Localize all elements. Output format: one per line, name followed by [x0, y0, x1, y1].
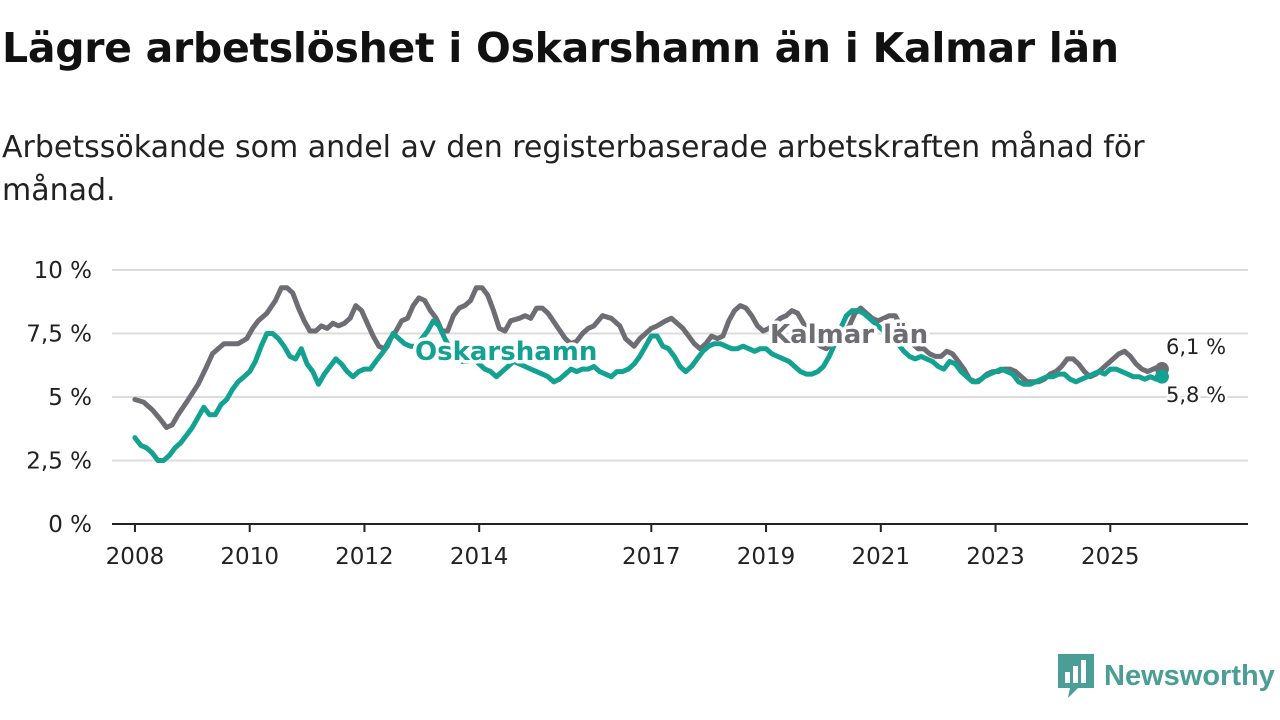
- x-tick-label: 2025: [1081, 544, 1140, 570]
- end-label-kalmar: 6,1 %: [1166, 335, 1226, 359]
- series-labels: Kalmar län Oskarshamn 6,1 % 5,8 %: [412, 317, 1229, 410]
- line-chart: 0 % 2,5 % 5 % 7,5 % 10 % 2008 2010 2012 2014 2017…: [26, 258, 1248, 570]
- x-tick-label: 2014: [450, 544, 509, 570]
- gridlines: [112, 269, 1248, 462]
- x-tick-label: 2017: [622, 544, 681, 570]
- series-label-kalmar: Kalmar län: [770, 320, 928, 350]
- y-tick-label: 5 %: [48, 385, 92, 411]
- x-tick-label: 2019: [737, 544, 796, 570]
- newsworthy-logo: Newsworthy: [1058, 653, 1280, 699]
- y-tick-label: 10 %: [34, 258, 92, 284]
- bar-chart-speech-bubble-icon: [1058, 654, 1094, 698]
- x-tick-label: 2008: [106, 544, 165, 570]
- x-tick-label: 2021: [852, 544, 911, 570]
- y-tick-label: 0 %: [48, 512, 92, 538]
- chart-title: Lägre arbetslöshet i Oskarshamn än i Kal…: [2, 24, 1119, 72]
- axes: 0 % 2,5 % 5 % 7,5 % 10 % 2008 2010 2012 2014 2017…: [26, 258, 1248, 570]
- chart-subtitle: Arbetssökande som andel av den registerb…: [2, 130, 1145, 208]
- x-tick-label: 2012: [335, 544, 394, 570]
- series-lines: [132, 285, 1169, 463]
- series-label-oskarshamn: Oskarshamn: [415, 337, 597, 367]
- brand-name: Newsworthy: [1104, 659, 1275, 692]
- y-tick-label: 7,5 %: [26, 322, 92, 348]
- series-line-oskarshamn: [132, 308, 1165, 463]
- end-label-oskarshamn: 5,8 %: [1166, 383, 1226, 407]
- series-end-marker-oskarshamn: [1154, 369, 1169, 384]
- y-tick-label: 2,5 %: [26, 449, 92, 475]
- x-tick-label: 2010: [220, 544, 279, 570]
- x-tick-label: 2023: [966, 544, 1025, 570]
